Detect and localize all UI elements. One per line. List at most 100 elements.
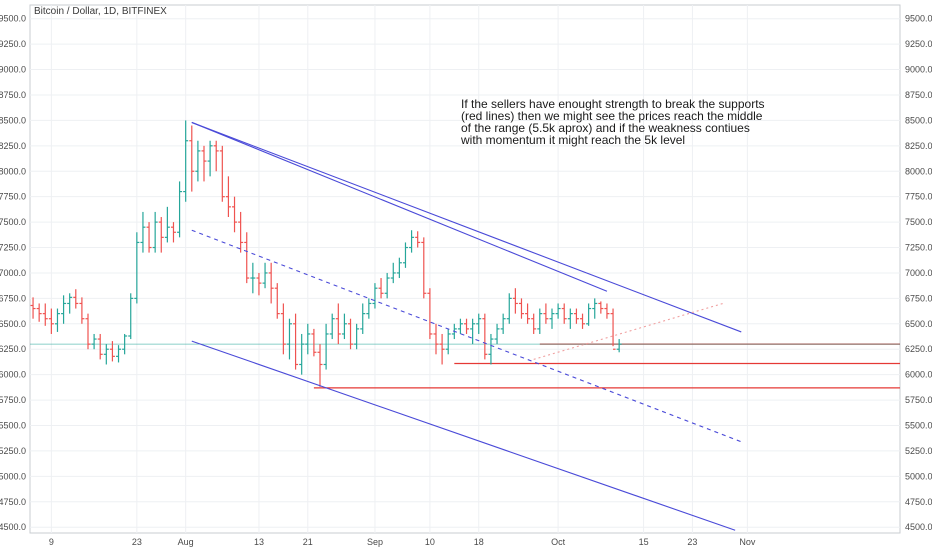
ohlc-bar [116,345,122,363]
ohlc-bar [525,303,531,324]
x-tick-label: Oct [551,537,566,547]
plot-frame [29,4,901,534]
ohlc-bar [170,222,176,243]
annotation-text: If the sellers have enought strength to … [460,97,765,147]
ohlc-bar [580,313,586,329]
y-tick-label-right: 6750.0 [905,293,932,303]
y-tick-label-right: 9000.0 [905,65,932,75]
y-tick-label-right: 7250.0 [905,243,932,253]
y-tick-label-left: 8750.0 [0,90,26,100]
x-tick-label: 9 [49,537,54,547]
ohlc-bar [500,313,506,334]
ohlc-bar [183,120,189,202]
y-tick-label-left: 5250.0 [0,446,26,456]
ohlc-bar [610,308,616,350]
ohlc-bar [103,344,109,365]
ohlc-bar [427,288,433,340]
ohlc-bar [518,298,524,319]
annotation-line: of the range (5.5k aprox) and if the wea… [461,121,750,135]
ohlc-bar [329,313,335,340]
trend-line [191,121,608,292]
ohlc-bar [61,295,67,324]
time-axis: 9 23 Aug 13 21 Sep 10 18 Oct 15 23 Nov [49,537,756,547]
ohlc-bar [604,303,610,319]
y-tick-label-left: 8250.0 [0,141,26,151]
ohlc-bar [396,257,402,279]
ohlc-bar [219,145,225,202]
y-tick-label-left: 7750.0 [0,192,26,202]
chart-title: Bitcoin / Dollar, 1D, BITFINEX [34,6,167,17]
y-tick-label-right: 6000.0 [905,370,932,380]
ohlc-bar [293,313,299,370]
y-tick-label-right: 8000.0 [905,166,932,176]
y-tick-label-left: 9000.0 [0,65,26,75]
ohlc-bars [30,120,622,387]
y-tick-label-right: 7000.0 [905,268,932,278]
ohlc-bar [152,211,158,253]
ohlc-bar [482,313,488,360]
ohlc-bar [177,181,183,238]
ohlc-bar [470,318,476,345]
ohlc-bar [195,140,201,182]
y-tick-label-left: 7250.0 [0,243,26,253]
ohlc-bar [54,308,60,332]
annotation-line: If the sellers have enought strength to … [461,97,765,111]
ohlc-bar [402,242,408,268]
y-tick-label-left: 4750.0 [0,497,26,507]
y-tick-label-left: 5000.0 [0,471,26,481]
ohlc-bar [512,288,518,314]
ohlc-bar [286,318,292,360]
ohlc-bar [225,176,231,218]
ohlc-bar [573,308,579,324]
chart-grid [29,4,901,534]
ohlc-bar [268,262,274,304]
y-tick-label-right: 8750.0 [905,90,932,100]
y-tick-label-right: 5000.0 [905,471,932,481]
ohlc-bar [256,272,262,296]
ohlc-bar [537,308,543,334]
trend-lines [191,121,742,531]
y-tick-label-left: 5750.0 [0,395,26,405]
ohlc-bar [250,262,256,294]
ohlc-bar [592,298,598,319]
y-tick-label-left: 6750.0 [0,293,26,303]
x-tick-label: Sep [367,537,383,547]
y-tick-label-right: 6500.0 [905,319,932,329]
y-tick-label-right: 7500.0 [905,217,932,227]
x-tick-label: Aug [178,537,194,547]
y-tick-label-right: 5750.0 [905,395,932,405]
left-price-axis: 4500.0 4750.0 5000.0 5250.0 5500.0 5750.0 6000… [0,14,26,533]
ohlc-bar [543,303,549,324]
ohlc-bar [91,333,97,350]
ohlc-bar [30,297,36,319]
ohlc-bar [384,272,390,299]
y-tick-label-right: 9250.0 [905,39,932,49]
ohlc-bar [457,318,463,334]
trend-line [191,121,742,333]
y-tick-label-right: 6250.0 [905,344,932,354]
x-tick-label: 10 [425,537,435,547]
ohlc-bar [67,293,73,314]
ohlc-bar [445,328,451,355]
ohlc-bar [390,262,396,284]
y-tick-label-left: 9500.0 [0,14,26,24]
ohlc-bar [555,303,561,319]
ohlc-bar [354,323,360,350]
ohlc-bar [128,293,134,340]
ohlc-bar [531,313,537,334]
y-tick-label-left: 4500.0 [0,522,26,532]
y-tick-label-left: 5500.0 [0,421,26,431]
right-price-axis: 4500.0 4750.0 5000.0 5250.0 5500.0 5750.0 6000… [905,14,932,533]
y-tick-label-right: 9500.0 [905,14,932,24]
ohlc-bar [311,328,317,357]
ohlc-bar [164,206,170,243]
ohlc-bar [158,217,164,253]
y-tick-label-left: 6500.0 [0,319,26,329]
x-tick-label: 23 [132,537,142,547]
y-tick-label-left: 6000.0 [0,370,26,380]
ohlc-bar [421,237,427,299]
y-tick-label-right: 8500.0 [905,115,932,125]
x-tick-label: 21 [303,537,313,547]
ohlc-bar [439,333,445,365]
